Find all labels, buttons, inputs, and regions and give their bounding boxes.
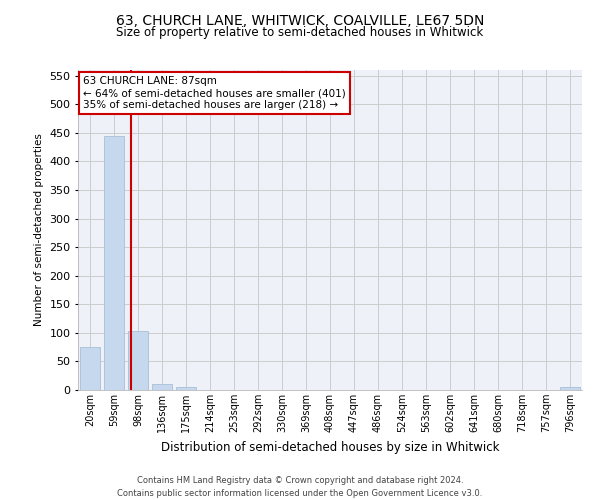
- Bar: [80, 347, 100, 390]
- Bar: [560, 387, 580, 390]
- Bar: [128, 331, 148, 390]
- X-axis label: Distribution of semi-detached houses by size in Whitwick: Distribution of semi-detached houses by …: [161, 440, 499, 454]
- Text: 63, CHURCH LANE, WHITWICK, COALVILLE, LE67 5DN: 63, CHURCH LANE, WHITWICK, COALVILLE, LE…: [116, 14, 484, 28]
- Text: Contains HM Land Registry data © Crown copyright and database right 2024.
Contai: Contains HM Land Registry data © Crown c…: [118, 476, 482, 498]
- Bar: [152, 384, 172, 390]
- Text: Size of property relative to semi-detached houses in Whitwick: Size of property relative to semi-detach…: [116, 26, 484, 39]
- Y-axis label: Number of semi-detached properties: Number of semi-detached properties: [34, 134, 44, 326]
- Bar: [176, 387, 196, 390]
- Bar: [104, 136, 124, 390]
- Text: 63 CHURCH LANE: 87sqm
← 64% of semi-detached houses are smaller (401)
35% of sem: 63 CHURCH LANE: 87sqm ← 64% of semi-deta…: [83, 76, 346, 110]
